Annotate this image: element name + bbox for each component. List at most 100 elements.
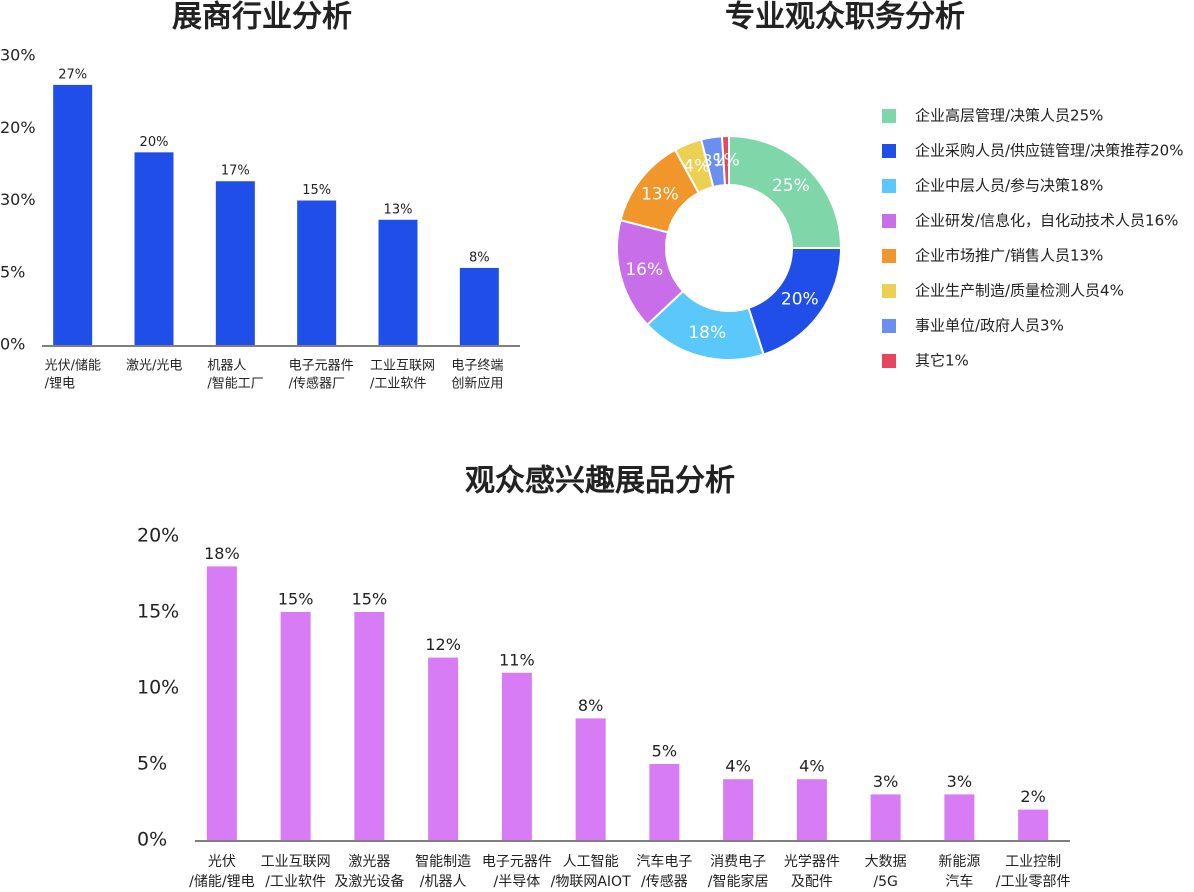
x-tick-label: 智能制造 — [415, 854, 471, 870]
x-tick-label: 机器人 — [207, 359, 246, 374]
value-label: 2% — [1020, 787, 1045, 806]
bar — [53, 84, 93, 346]
y-tick-label: 0% — [137, 829, 167, 851]
bar — [796, 779, 827, 840]
bar — [378, 219, 418, 345]
chart-title: 专业观众职务分析 — [725, 0, 965, 35]
x-tick-label: 激光器 — [348, 853, 390, 870]
bar — [215, 181, 255, 345]
value-label: 18% — [204, 544, 240, 563]
legend-swatch — [882, 354, 896, 368]
x-tick-label: 大数据 — [865, 854, 907, 870]
y-tick-label: 10% — [137, 677, 179, 699]
legend-swatch — [882, 249, 896, 263]
x-tick-label: 工业控制 — [1005, 854, 1061, 870]
x-tick-label: /锂电 — [45, 377, 75, 392]
legend-swatch — [882, 144, 896, 158]
value-label: 15% — [352, 590, 388, 609]
y-tick-label: 5% — [0, 262, 25, 281]
legend-swatch — [882, 179, 896, 193]
bar — [944, 794, 975, 840]
value-label: 3% — [702, 152, 729, 172]
value-label: 15% — [278, 590, 314, 609]
x-tick-label: 电子终端 — [451, 358, 503, 374]
value-label: 13% — [641, 184, 679, 204]
x-tick-label: /智能工厂 — [207, 377, 263, 392]
x-tick-label: 及配件 — [791, 874, 833, 890]
x-tick-label: /传感器 — [641, 873, 688, 890]
bar — [575, 718, 606, 840]
x-tick-label: /工业零部件 — [996, 874, 1071, 890]
x-tick-label: /工业软件 — [265, 874, 326, 890]
legend-label: 企业研发/信息化，自化动技术人员16% — [915, 212, 1178, 230]
legend-label: 企业高层管理/决策人员25% — [915, 107, 1103, 125]
x-tick-label: /传感器厂 — [289, 376, 345, 392]
bar — [649, 764, 680, 840]
x-tick-label: 汽车 — [945, 873, 973, 890]
y-tick-label: 20% — [137, 525, 179, 547]
value-label: 13% — [384, 202, 413, 217]
value-label: 5% — [652, 742, 677, 761]
x-tick-label: 工业互联网 — [261, 854, 331, 870]
value-label: 8% — [578, 696, 603, 715]
legend-label: 其它1% — [915, 352, 969, 370]
legend-label: 事业单位/政府人员3% — [915, 317, 1064, 335]
value-label: 27% — [58, 67, 87, 82]
x-tick-label: 电子元器件 — [482, 854, 552, 870]
value-label: 12% — [425, 635, 461, 654]
bar — [501, 672, 532, 840]
y-tick-label: 5% — [137, 753, 167, 775]
legend-label: 企业市场推广/销售人员13% — [915, 247, 1103, 265]
legend-swatch — [882, 109, 896, 123]
value-label: 4% — [683, 157, 710, 177]
bar — [1018, 809, 1049, 840]
x-tick-label: /储能/锂电 — [189, 874, 254, 890]
y-tick-label: 20% — [0, 118, 36, 137]
x-tick-label: 光伏 — [208, 854, 236, 870]
x-tick-label: /5G — [873, 874, 897, 890]
legend-swatch — [882, 214, 896, 228]
value-label: 8% — [469, 250, 490, 265]
value-label: 20% — [781, 289, 819, 309]
y-tick-label: 30% — [0, 190, 36, 209]
value-label: 18% — [688, 323, 726, 343]
legend-label: 企业中层人员/参与决策18% — [915, 177, 1103, 195]
value-label: 15% — [302, 183, 331, 198]
x-tick-label: 消费电子 — [710, 854, 766, 870]
bar — [280, 612, 311, 840]
legend-label: 企业采购人员/供应链管理/决策推荐20% — [915, 142, 1183, 160]
bar — [134, 152, 174, 345]
x-tick-label: 新能源 — [938, 854, 980, 870]
x-tick-label: 及激光设备 — [334, 873, 404, 890]
x-tick-label: 工业互联网 — [370, 359, 435, 374]
bar — [870, 794, 901, 840]
x-tick-label: 光伏/储能 — [45, 359, 101, 374]
value-label: 4% — [799, 757, 824, 776]
value-label: 3% — [947, 772, 972, 791]
bar — [459, 267, 499, 345]
value-label: 25% — [772, 176, 810, 196]
x-tick-label: /机器人 — [420, 874, 467, 890]
y-tick-label: 0% — [0, 335, 25, 354]
legend-swatch — [882, 284, 896, 298]
donut-slice — [720, 134, 730, 187]
x-tick-label: 激光/光电 — [126, 359, 182, 374]
value-label: 16% — [625, 260, 663, 280]
bar — [354, 612, 385, 840]
value-label: 1% — [713, 151, 740, 171]
value-label: 20% — [140, 135, 169, 150]
y-tick-label: 30% — [0, 46, 36, 65]
bar — [428, 657, 459, 840]
x-tick-label: 电子元器件 — [289, 359, 354, 374]
y-tick-label: 15% — [137, 601, 179, 623]
legend-label: 企业生产制造/质量检测人员4% — [915, 282, 1124, 300]
bar — [297, 200, 337, 345]
bar — [206, 566, 237, 840]
x-tick-label: 人工智能 — [563, 854, 619, 870]
value-label: 3% — [873, 772, 898, 791]
x-tick-label: 创新应用 — [451, 376, 503, 392]
donut-slice — [728, 134, 843, 249]
x-tick-label: /半导体 — [494, 874, 541, 890]
